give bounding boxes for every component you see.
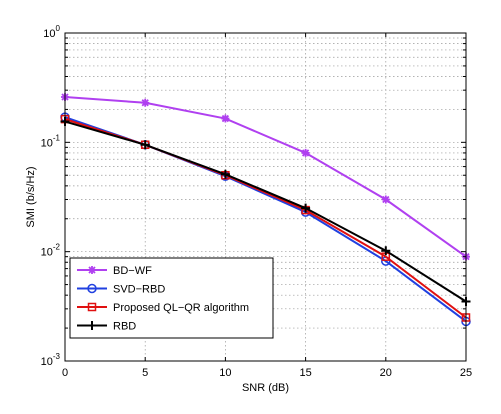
- y-tick-label: 10-3: [41, 352, 61, 368]
- legend-label: RBD: [113, 321, 136, 333]
- legend-entry: SVD−RBD: [77, 284, 165, 296]
- x-tick-label: 20: [380, 367, 392, 379]
- y-tick-label: 10-1: [41, 133, 61, 149]
- y-tick-label: 10-2: [41, 243, 61, 259]
- x-tick-label: 25: [460, 367, 472, 379]
- series-line: [64, 95, 467, 258]
- data-point-marker-core: [383, 197, 388, 202]
- series-line: [64, 120, 467, 303]
- x-tick-label: 0: [62, 367, 68, 379]
- data-point-marker: [381, 246, 391, 256]
- y-axis-label: SMI (b/s/Hz): [25, 166, 37, 227]
- legend-entry: Proposed QL−QR algorithm: [77, 302, 249, 314]
- data-point-marker: [87, 321, 97, 330]
- legend-label: BD−WF: [113, 265, 152, 277]
- x-axis-label: SNR (dB): [242, 382, 289, 394]
- data-point-marker: [220, 169, 230, 179]
- x-tick-label: 15: [299, 367, 311, 379]
- data-point-marker-core: [303, 150, 308, 156]
- data-point-marker: [87, 302, 97, 312]
- data-point-marker: [87, 283, 97, 294]
- x-tick-label: 5: [142, 367, 148, 379]
- data-point-marker-core: [143, 100, 148, 105]
- data-point-marker-core: [223, 116, 228, 121]
- x-tick-label: 10: [219, 367, 231, 379]
- y-tick-label: 100: [43, 24, 60, 40]
- legend-label: SVD−RBD: [113, 284, 165, 296]
- data-point-marker: [140, 140, 150, 150]
- series-group: [60, 117, 471, 307]
- legend-entry: RBD: [77, 321, 136, 333]
- legend-entry: BD−WF: [77, 265, 152, 277]
- data-point-marker-core: [89, 267, 95, 273]
- data-point-marker: [301, 203, 311, 213]
- axes-frame: [64, 32, 467, 362]
- series-group: [61, 92, 470, 261]
- legend-label: Proposed QL−QR algorithm: [113, 302, 249, 314]
